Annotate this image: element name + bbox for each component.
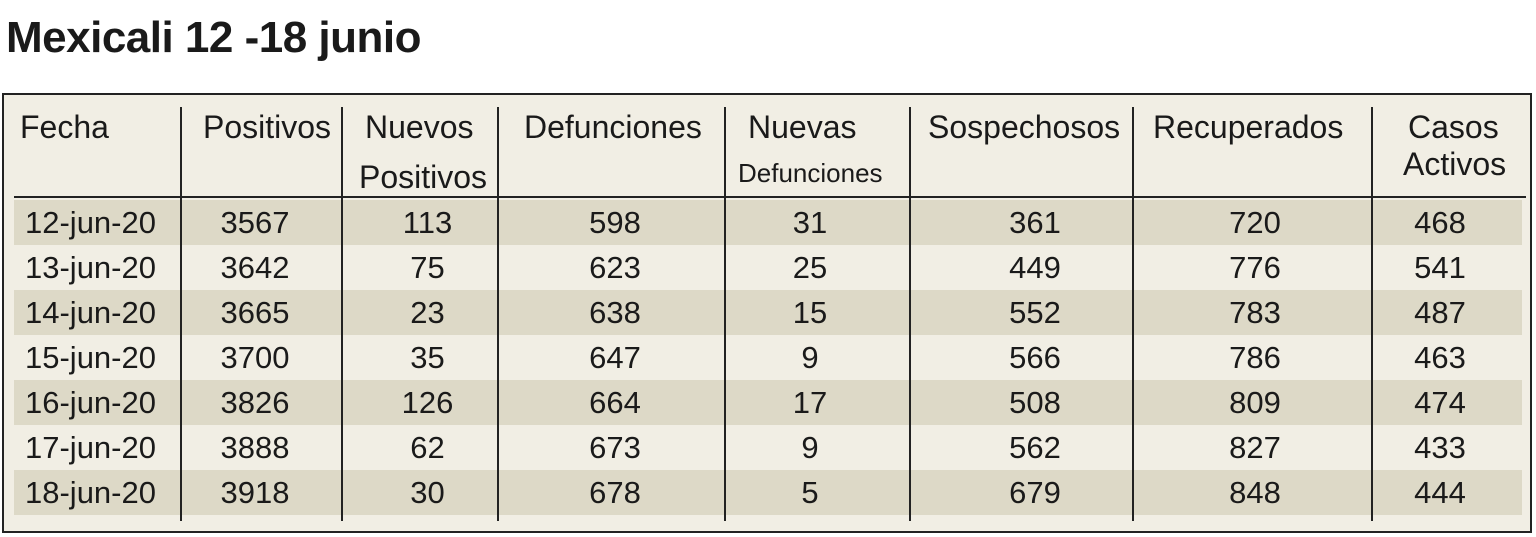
cell-defunciones: 638 bbox=[589, 295, 641, 330]
cell-nuevos-positivos: 30 bbox=[410, 475, 445, 510]
table-row: 14-jun-20 3665 23 638 15 552 783 487 bbox=[0, 290, 1536, 335]
table-row: 16-jun-20 3826 126 664 17 508 809 474 bbox=[0, 380, 1536, 425]
cell-casos-activos: 541 bbox=[1414, 250, 1466, 285]
cell-positivos: 3700 bbox=[220, 340, 290, 375]
header-defunciones: Defunciones bbox=[524, 109, 702, 145]
cell-nuevos-positivos: 35 bbox=[410, 340, 445, 375]
cell-nuevos-positivos: 75 bbox=[410, 250, 445, 285]
header-nuevos-positivos-line1: Nuevos bbox=[365, 109, 474, 145]
cell-casos-activos: 433 bbox=[1414, 430, 1466, 465]
header-divider bbox=[14, 196, 1526, 198]
table-row: 12-jun-20 3567 113 598 31 361 720 468 bbox=[0, 200, 1536, 245]
column-divider bbox=[180, 107, 182, 521]
cell-defunciones: 678 bbox=[589, 475, 641, 510]
header-casos-activos-line1: Casos bbox=[1408, 109, 1499, 145]
cell-positivos: 3918 bbox=[220, 475, 290, 510]
row-band bbox=[14, 290, 1522, 335]
cell-recuperados: 848 bbox=[1229, 475, 1281, 510]
cell-fecha: 17-jun-20 bbox=[25, 430, 156, 465]
cell-nuevas-defunciones: 9 bbox=[801, 340, 819, 375]
cell-fecha: 16-jun-20 bbox=[25, 385, 156, 420]
cell-sospechosos: 508 bbox=[1009, 385, 1061, 420]
column-divider bbox=[1371, 107, 1373, 521]
cell-sospechosos: 449 bbox=[1009, 250, 1061, 285]
cell-casos-activos: 468 bbox=[1414, 205, 1466, 240]
cell-defunciones: 598 bbox=[589, 205, 641, 240]
cell-recuperados: 786 bbox=[1229, 340, 1281, 375]
cell-recuperados: 783 bbox=[1229, 295, 1281, 330]
table-row: 18-jun-20 3918 30 678 5 679 848 444 bbox=[0, 470, 1536, 515]
cell-positivos: 3826 bbox=[220, 385, 290, 420]
cell-casos-activos: 474 bbox=[1414, 385, 1466, 420]
cell-casos-activos: 487 bbox=[1414, 295, 1466, 330]
cell-nuevas-defunciones: 31 bbox=[792, 205, 828, 240]
header-fecha: Fecha bbox=[20, 109, 109, 145]
header-recuperados: Recuperados bbox=[1153, 109, 1344, 145]
cell-fecha: 14-jun-20 bbox=[25, 295, 156, 330]
cell-defunciones: 647 bbox=[589, 340, 641, 375]
cell-defunciones: 664 bbox=[589, 385, 641, 420]
page-title: Mexicali 12 -18 junio bbox=[6, 13, 422, 62]
cell-casos-activos: 463 bbox=[1414, 340, 1466, 375]
cell-nuevas-defunciones: 5 bbox=[801, 475, 819, 510]
cell-nuevos-positivos: 126 bbox=[401, 385, 454, 420]
cell-positivos: 3642 bbox=[220, 250, 290, 285]
row-band bbox=[14, 380, 1522, 425]
cell-positivos: 3888 bbox=[220, 430, 290, 465]
column-divider bbox=[1132, 107, 1134, 521]
column-divider bbox=[497, 107, 499, 521]
cell-recuperados: 776 bbox=[1229, 250, 1281, 285]
table-row: 15-jun-20 3700 35 647 9 566 786 463 bbox=[0, 335, 1536, 380]
cell-casos-activos: 444 bbox=[1414, 475, 1466, 510]
row-band bbox=[14, 470, 1522, 515]
cell-nuevos-positivos: 62 bbox=[410, 430, 445, 465]
cell-nuevos-positivos: 113 bbox=[402, 205, 453, 240]
cell-nuevas-defunciones: 17 bbox=[792, 385, 828, 420]
column-divider bbox=[724, 107, 726, 521]
header-nuevas-defunciones-line2: Defunciones bbox=[738, 158, 883, 188]
header-sospechosos: Sospechosos bbox=[928, 109, 1121, 145]
cell-fecha: 13-jun-20 bbox=[25, 250, 156, 285]
cell-sospechosos: 566 bbox=[1009, 340, 1061, 375]
cell-nuevas-defunciones: 25 bbox=[792, 250, 828, 285]
table-row: 13-jun-20 3642 75 623 25 449 776 541 bbox=[0, 245, 1536, 290]
cell-nuevas-defunciones: 15 bbox=[792, 295, 828, 330]
column-divider bbox=[341, 107, 343, 521]
row-band bbox=[14, 200, 1522, 245]
cell-recuperados: 720 bbox=[1229, 205, 1281, 240]
header-casos-activos-line2: Activos bbox=[1403, 146, 1507, 182]
cell-recuperados: 827 bbox=[1229, 430, 1281, 465]
cell-fecha: 15-jun-20 bbox=[25, 340, 156, 375]
header-positivos: Positivos bbox=[203, 109, 332, 145]
cell-sospechosos: 562 bbox=[1009, 430, 1061, 465]
cell-nuevos-positivos: 23 bbox=[410, 295, 445, 330]
cell-positivos: 3567 bbox=[220, 205, 290, 240]
header-nuevas-defunciones-line1: Nuevas bbox=[748, 109, 857, 145]
header-nuevos-positivos-line2: Positivos bbox=[359, 159, 488, 195]
cell-fecha: 18-jun-20 bbox=[25, 475, 156, 510]
cell-nuevas-defunciones: 9 bbox=[801, 430, 819, 465]
cell-positivos: 3665 bbox=[220, 295, 290, 330]
cell-recuperados: 809 bbox=[1229, 385, 1281, 420]
cell-sospechosos: 679 bbox=[1009, 475, 1061, 510]
column-divider bbox=[909, 107, 911, 521]
cell-defunciones: 623 bbox=[589, 250, 641, 285]
cell-sospechosos: 552 bbox=[1009, 295, 1061, 330]
table-row: 17-jun-20 3888 62 673 9 562 827 433 bbox=[0, 425, 1536, 470]
cell-fecha: 12-jun-20 bbox=[25, 205, 156, 240]
cell-defunciones: 673 bbox=[589, 430, 641, 465]
cell-sospechosos: 361 bbox=[1009, 205, 1061, 240]
